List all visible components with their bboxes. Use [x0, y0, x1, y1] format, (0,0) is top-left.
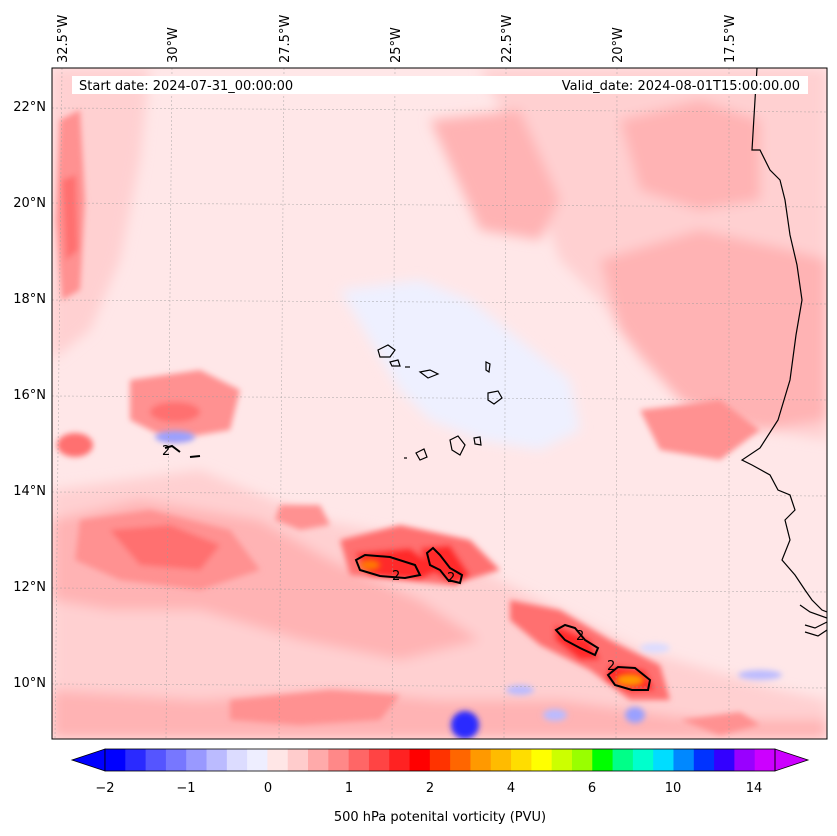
colorbar-max-arrow: [774, 748, 810, 772]
colorbar-tick: 10: [665, 781, 682, 796]
colorbar-swatch: [145, 749, 167, 771]
longitude-labels: 32.5°W 30°W 27.5°W 25°W 22.5°W 20°W 17.5…: [56, 15, 738, 63]
lon-label: 27.5°W: [278, 15, 293, 63]
colorbar-swatch: [592, 749, 614, 771]
colorbar-swatch: [308, 749, 329, 771]
colorbar: −2 −1 0 1 2 4 6 10 14 500 hPa potenital …: [70, 748, 810, 825]
colorbar-swatch: [389, 749, 411, 771]
colorbar-ticks: −2 −1 0 1 2 4 6 10 14: [95, 781, 762, 796]
colorbar-swatch: [125, 749, 147, 771]
colorbar-swatch: [226, 749, 248, 771]
colorbar-swatch: [754, 749, 776, 771]
colorbar-tick: 14: [746, 781, 763, 796]
lon-label: 17.5°W: [723, 15, 738, 63]
colorbar-swatch: [368, 749, 390, 771]
pv-field-max: [360, 560, 644, 686]
colorbar-min-arrow: [70, 748, 106, 772]
colorbar-swatch: [531, 749, 553, 771]
colorbar-swatch: [450, 749, 471, 771]
contour-label: 2: [607, 659, 615, 674]
lat-label: 18°N: [13, 292, 46, 307]
colorbar-swatch: [490, 749, 512, 771]
lat-label: 22°N: [13, 100, 46, 115]
lon-label: 20°W: [611, 27, 626, 63]
colorbar-tick: 6: [588, 781, 596, 796]
contour-label: 2: [576, 629, 584, 644]
colorbar-swatch: [165, 749, 187, 771]
lat-label: 16°N: [13, 388, 46, 403]
latitude-labels: 22°N 20°N 18°N 16°N 14°N 12°N 10°N: [13, 100, 46, 691]
lat-label: 14°N: [13, 484, 46, 499]
colorbar-tick: 0: [264, 781, 272, 796]
pv-field-high: [56, 110, 760, 735]
colorbar-swatch: [247, 749, 268, 771]
colorbar-swatch: [287, 749, 309, 771]
graticule: [52, 68, 827, 739]
start-date-label: Start date: 2024-07-31_00:00:00: [79, 79, 293, 94]
lon-label: 25°W: [389, 27, 404, 63]
colorbar-tick: 2: [426, 781, 434, 796]
contour-label: 2: [447, 571, 455, 586]
colorbar-tick: 4: [507, 781, 515, 796]
colorbar-tick: −1: [176, 781, 195, 796]
valid-date-label: Valid_date: 2024-08-01T15:00:00.00: [562, 79, 800, 94]
colorbar-swatch: [511, 749, 532, 771]
colorbar-swatch: [673, 749, 695, 771]
colorbar-swatch: [470, 749, 492, 771]
contour-label: 2: [162, 444, 170, 459]
lat-label: 20°N: [13, 196, 46, 211]
colorbar-swatch: [571, 749, 593, 771]
colorbar-swatch: [551, 749, 573, 771]
map-frame: [51, 67, 828, 740]
colorbar-tick: −2: [95, 781, 114, 796]
colorbar-swatch: [206, 749, 228, 771]
lon-label: 22.5°W: [500, 15, 515, 63]
colorbar-swatch: [429, 749, 451, 771]
colorbar-swatch: [653, 749, 674, 771]
lon-label: 32.5°W: [56, 15, 71, 63]
lat-label: 10°N: [13, 676, 46, 691]
colorbar-tick: 1: [345, 781, 353, 796]
colorbar-swatch: [632, 749, 654, 771]
african-coastline: [740, 68, 827, 613]
pv-contour-labels: 2 2 2 2 2: [162, 444, 615, 674]
colorbar-swatch: [105, 749, 126, 771]
colorbar-swatch: [267, 749, 289, 771]
colorbar-swatch: [328, 749, 350, 771]
colorbar-title: 500 hPa potenital vorticity (PVU): [334, 810, 546, 825]
colorbar-swatch: [714, 749, 735, 771]
colorbar-swatch: [186, 749, 208, 771]
colorbar-swatches: [105, 749, 776, 771]
date-header-box: [72, 76, 808, 94]
pv-2-contours: [164, 444, 652, 691]
colorbar-swatch: [612, 749, 634, 771]
lat-label: 12°N: [13, 580, 46, 595]
coastline-inlet: [799, 604, 827, 637]
contour-label: 2: [392, 569, 400, 584]
colorbar-frame: [104, 748, 776, 772]
colorbar-swatch: [348, 749, 370, 771]
colorbar-swatch: [409, 749, 431, 771]
lon-label: 30°W: [166, 27, 181, 63]
cape-verde-islands: [377, 344, 503, 461]
colorbar-swatch: [693, 749, 715, 771]
colorbar-swatch: [734, 749, 756, 771]
map-plot-area: 2 2 2 2 2 Start date: 2024-07-31_00:00:0…: [52, 68, 827, 739]
pv-field-negative: [155, 431, 782, 739]
